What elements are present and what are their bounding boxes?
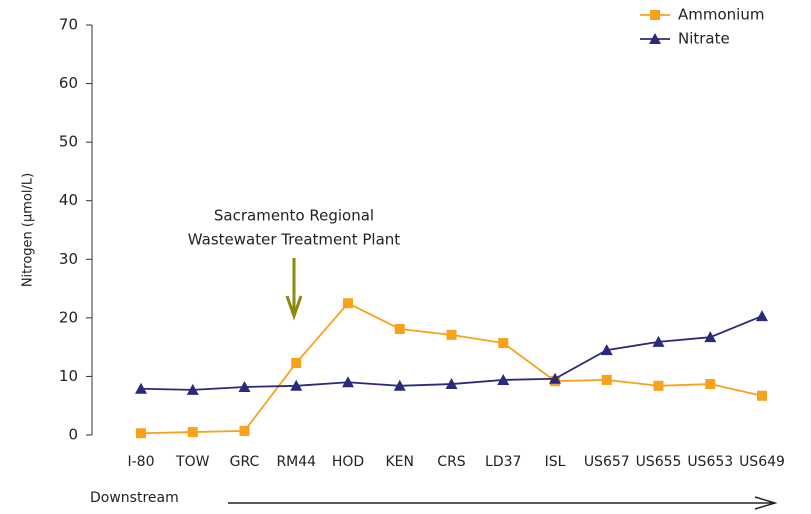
- y-tick-label: 40: [59, 191, 78, 209]
- marker: [136, 428, 146, 439]
- y-tick-label: 0: [68, 426, 78, 444]
- line: [140, 302, 763, 435]
- marker: [649, 33, 661, 44]
- x-tick-label: LD37: [485, 454, 521, 470]
- marker: [394, 323, 405, 334]
- marker: [342, 376, 354, 388]
- x-tick-label: HOD: [332, 454, 364, 470]
- x-tick-label: RM44: [276, 454, 316, 470]
- x-tick-label: US655: [636, 454, 682, 470]
- x-tick-label: GRC: [230, 454, 260, 470]
- x-axis-label: Downstream: [90, 490, 179, 506]
- marker: [290, 379, 303, 391]
- y-tick-label: 70: [59, 16, 78, 34]
- annotation: Wastewater Treatment Plant: [188, 231, 400, 249]
- x-tick-label: CRS: [437, 454, 466, 470]
- downstream-arrow: [228, 496, 778, 510]
- marker: [343, 298, 353, 309]
- y-tick-label: 50: [59, 133, 78, 151]
- annotation-arrow: [285, 258, 303, 321]
- marker: [704, 331, 717, 343]
- marker: [549, 372, 561, 384]
- marker: [652, 335, 665, 347]
- marker: [186, 383, 199, 395]
- y-tick-label: 60: [59, 74, 78, 92]
- marker: [446, 329, 457, 340]
- marker: [498, 338, 509, 349]
- marker: [757, 390, 767, 401]
- x-tick-label: TOW: [175, 454, 210, 470]
- marker: [600, 344, 613, 356]
- marker: [393, 379, 406, 391]
- marker: [756, 310, 768, 322]
- x-tick-label: KEN: [386, 454, 415, 470]
- marker: [135, 382, 147, 394]
- x-tick-label: US657: [584, 454, 630, 470]
- x-tick-label: ISL: [545, 454, 566, 470]
- y-tick-label: 20: [59, 308, 78, 326]
- legend-label: Ammonium: [678, 6, 764, 24]
- marker: [650, 10, 660, 20]
- y-tick-label: 10: [59, 367, 78, 385]
- y-axis-label: Nitrogen (µmol/L): [21, 173, 36, 287]
- annotation: Sacramento Regional: [214, 207, 374, 225]
- marker: [705, 379, 716, 390]
- marker: [238, 380, 251, 392]
- marker: [291, 357, 302, 368]
- marker: [445, 378, 458, 390]
- x-tick-label: US649: [739, 454, 785, 470]
- marker: [187, 427, 198, 438]
- marker: [497, 373, 510, 385]
- x-tick-label: US653: [687, 454, 733, 470]
- marker: [239, 425, 250, 436]
- marker: [601, 374, 612, 385]
- y-tick-label: 30: [59, 250, 78, 268]
- legend-label: Nitrate: [678, 30, 730, 48]
- marker: [653, 380, 664, 391]
- x-tick-label: I-80: [128, 454, 155, 470]
